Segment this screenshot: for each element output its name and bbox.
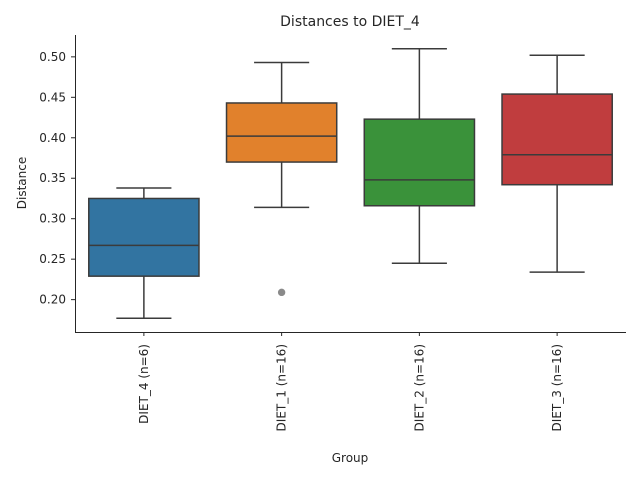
y-tick-label: 0.30 bbox=[39, 212, 66, 226]
box-iqr bbox=[501, 93, 613, 186]
outlier-point bbox=[277, 288, 286, 297]
y-tick-label: 0.45 bbox=[39, 90, 66, 104]
box-iqr bbox=[225, 102, 338, 163]
box-iqr bbox=[88, 197, 200, 277]
box-group bbox=[225, 61, 338, 297]
y-tick-label: 0.20 bbox=[39, 293, 66, 307]
y-tick-label: 0.40 bbox=[39, 131, 66, 145]
x-axis-ticks: DIET_4 (n=6) DIET_1 (n=16) DIET_2 (n=16) DI… bbox=[137, 332, 564, 431]
x-tick-label: DIET_2 (n=16) bbox=[412, 344, 426, 431]
y-tick-label: 0.50 bbox=[39, 50, 66, 64]
y-tick-label: 0.35 bbox=[39, 171, 66, 185]
box-group bbox=[363, 48, 476, 264]
x-tick-label: DIET_4 (n=6) bbox=[137, 344, 151, 424]
y-tick-label: 0.25 bbox=[39, 252, 66, 266]
box-group bbox=[501, 54, 613, 273]
x-tick-label: DIET_1 (n=16) bbox=[275, 344, 289, 431]
box-group bbox=[88, 187, 200, 319]
x-axis-title: Group bbox=[332, 451, 369, 465]
y-axis-title: Distance bbox=[15, 157, 29, 209]
chart-title: Distances to DIET_4 bbox=[280, 14, 420, 30]
y-axis-ticks: 0.20 0.25 0.30 0.35 0.40 0.45 0.50 bbox=[39, 50, 75, 307]
box-iqr bbox=[363, 118, 476, 207]
x-tick-label: DIET_3 (n=16) bbox=[550, 344, 564, 431]
plot-area bbox=[88, 48, 613, 319]
